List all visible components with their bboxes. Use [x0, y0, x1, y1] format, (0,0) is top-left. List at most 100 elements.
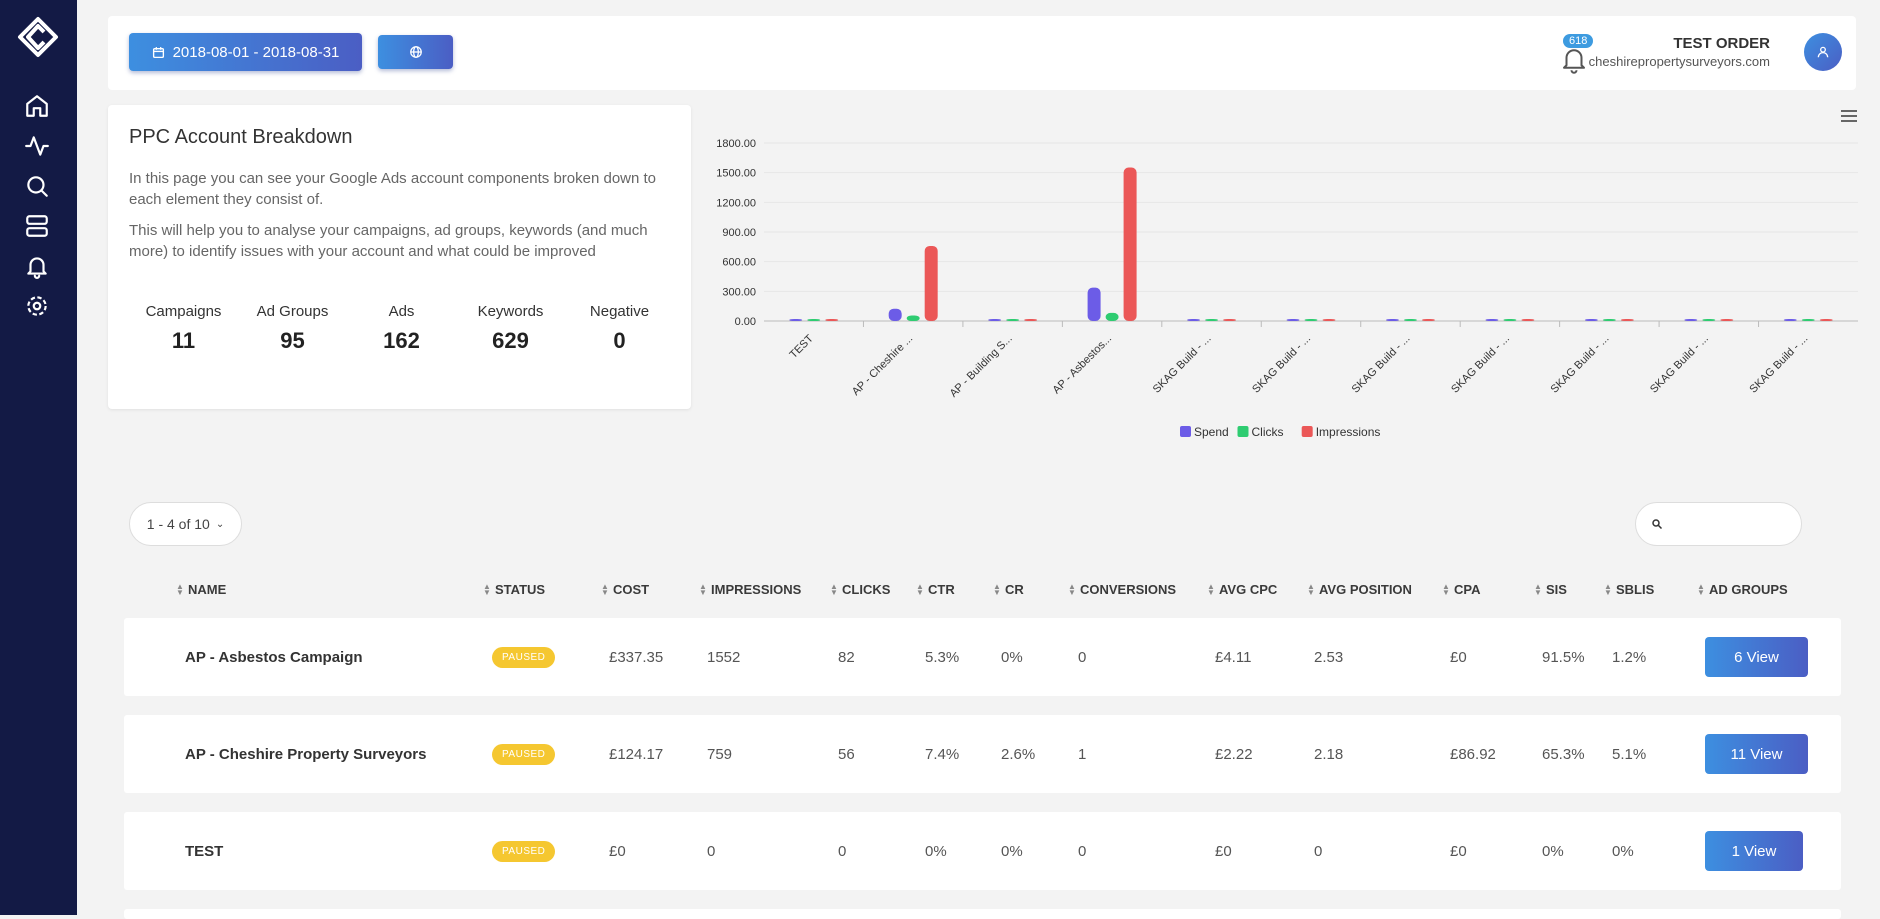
column-header-status[interactable]: ▲ ▼ STATUS	[483, 582, 545, 597]
sort-icon: ▲ ▼	[176, 581, 184, 597]
cost-cell: £0	[609, 842, 626, 860]
stat-label: Negative	[589, 303, 650, 320]
legend-swatch	[1301, 426, 1313, 437]
column-header-sblis[interactable]: ▲ ▼ SBLIS	[1604, 582, 1654, 597]
cr-cell: 0%	[1001, 842, 1023, 860]
bar-clicks	[1403, 319, 1417, 321]
column-header-ad-groups[interactable]: ▲ ▼ AD GROUPS	[1697, 582, 1788, 597]
sort-icon: ▲ ▼	[1604, 581, 1612, 597]
column-header-cpa[interactable]: ▲ ▼ CPA	[1442, 582, 1480, 597]
campaign-bar-chart: 0.00 300.00 600.00 900.00 1200.00 1500.00 1800…	[716, 138, 1858, 439]
y-tick-label: 900.00	[722, 227, 756, 239]
column-header-sis[interactable]: ▲ ▼ SIS	[1534, 582, 1567, 597]
ctr-cell: 7.4%	[925, 745, 960, 763]
column-header-avg-position[interactable]: ▲ ▼ AVG POSITION	[1307, 582, 1412, 597]
bar-spend	[1783, 319, 1797, 321]
x-tick-label: SKAG Build - ...	[1350, 333, 1413, 396]
legend-swatch	[1237, 426, 1249, 437]
bell-icon[interactable]	[24, 253, 50, 279]
avatar[interactable]	[1804, 33, 1842, 71]
globe-button[interactable]	[378, 35, 453, 69]
legend-label: Clicks	[1252, 425, 1284, 439]
table-row[interactable]: AP - Asbestos Campaign PAUSED £337.35 15…	[124, 618, 1841, 696]
bar-spend	[1684, 319, 1698, 321]
view-ad-groups-button[interactable]: 11 View	[1705, 734, 1808, 774]
cpa-cell: £86.92	[1450, 745, 1496, 763]
brand-logo[interactable]	[16, 16, 60, 60]
y-tick-label: 1200.00	[716, 197, 756, 209]
stat-label: Keywords	[477, 303, 544, 320]
bar-clicks	[1602, 319, 1616, 321]
date-range-button[interactable]: 2018-08-01 - 2018-08-31	[129, 33, 362, 71]
home-icon[interactable]	[24, 93, 50, 119]
bar-impressions	[1123, 167, 1137, 321]
table-row[interactable]: AP - Cheshire Property Surveyors PAUSED …	[124, 715, 1841, 793]
sort-icon: ▲ ▼	[1534, 581, 1542, 597]
avg-cpc-cell: £2.22	[1215, 745, 1253, 763]
bar-impressions	[1322, 319, 1336, 321]
stat-keywords: Keywords 629	[456, 303, 565, 354]
notifications-bell-icon[interactable]	[1559, 38, 1595, 74]
sidebar	[0, 0, 77, 915]
sort-icon: ▲ ▼	[601, 581, 609, 597]
table-search	[1635, 502, 1802, 546]
legend-label: Spend	[1194, 425, 1229, 439]
y-tick-label: 0.00	[735, 316, 756, 328]
server-icon[interactable]	[24, 213, 50, 239]
cr-cell: 2.6%	[1001, 745, 1036, 763]
column-header-clicks[interactable]: ▲ ▼ CLICKS	[830, 582, 890, 597]
user-name: TEST ORDER	[1673, 35, 1770, 52]
sblis-cell: 0%	[1612, 842, 1634, 860]
x-tick-label: AP - Building S...	[948, 333, 1015, 400]
column-header-label: AVG POSITION	[1319, 582, 1412, 597]
pagination-select[interactable]: 1 - 4 of 10 ⌄	[129, 502, 242, 546]
column-header-ctr[interactable]: ▲ ▼ CTR	[916, 582, 955, 597]
column-header-label: CONVERSIONS	[1080, 582, 1177, 597]
y-tick-label: 1500.00	[716, 168, 756, 180]
conversions-cell: 0	[1078, 648, 1087, 666]
bar-clicks	[1304, 319, 1318, 321]
clicks-cell: 0	[838, 842, 847, 860]
x-tick-label: SKAG Build - ...	[1151, 333, 1214, 396]
stat-ad-groups: Ad Groups 95	[238, 303, 347, 354]
column-header-conversions[interactable]: ▲ ▼ CONVERSIONS	[1068, 582, 1176, 597]
search-icon[interactable]	[24, 173, 50, 199]
bar-impressions	[924, 245, 938, 321]
column-header-cr[interactable]: ▲ ▼ CR	[993, 582, 1024, 597]
sort-icon: ▲ ▼	[1307, 581, 1315, 597]
view-ad-groups-button[interactable]: 1 View	[1705, 831, 1803, 871]
sort-icon: ▲ ▼	[1697, 581, 1705, 597]
column-header-label: NAME	[188, 582, 227, 597]
view-ad-groups-button[interactable]: 6 View	[1705, 637, 1808, 677]
bar-clicks	[1702, 319, 1716, 321]
search-input[interactable]	[1672, 513, 1794, 531]
status-badge: PAUSED	[492, 840, 556, 862]
activity-icon[interactable]	[24, 133, 50, 159]
settings-icon[interactable]	[24, 293, 50, 319]
column-header-label: AD GROUPS	[1709, 582, 1788, 597]
stat-value: 162	[383, 328, 420, 353]
stat-ads: Ads 162	[347, 303, 456, 354]
sort-icon: ▲ ▼	[1068, 581, 1076, 597]
column-header-name[interactable]: ▲ ▼ NAME	[176, 582, 226, 597]
bar-clicks	[906, 315, 920, 321]
bar-clicks	[1503, 319, 1517, 321]
column-header-avg-cpc[interactable]: ▲ ▼ AVG CPC	[1207, 582, 1277, 597]
sort-icon: ▲ ▼	[916, 581, 924, 597]
sort-icon: ▲ ▼	[830, 581, 838, 597]
y-tick-label: 600.00	[722, 257, 756, 269]
table-row[interactable]: TEST PAUSED £0 0 0 0% 0% 0 £0 0 £0 0% 0%…	[124, 812, 1841, 890]
pagination-label: 1 - 4 of 10	[146, 516, 210, 532]
column-header-label: CR	[1005, 582, 1024, 597]
bar-clicks	[1801, 319, 1815, 321]
ctr-cell: 5.3%	[925, 648, 960, 666]
stat-label: Ad Groups	[256, 303, 329, 320]
chart-menu-icon[interactable]	[1840, 108, 1858, 124]
cost-cell: £337.35	[609, 648, 664, 666]
description-paragraph: This will help you to analyse your campa…	[129, 222, 648, 260]
legend-label: Impressions	[1316, 425, 1381, 439]
bar-spend	[888, 308, 902, 321]
chevron-down-icon: ⌄	[215, 518, 225, 530]
column-header-impressions[interactable]: ▲ ▼ IMPRESSIONS	[699, 582, 801, 597]
column-header-cost[interactable]: ▲ ▼ COST	[601, 582, 649, 597]
